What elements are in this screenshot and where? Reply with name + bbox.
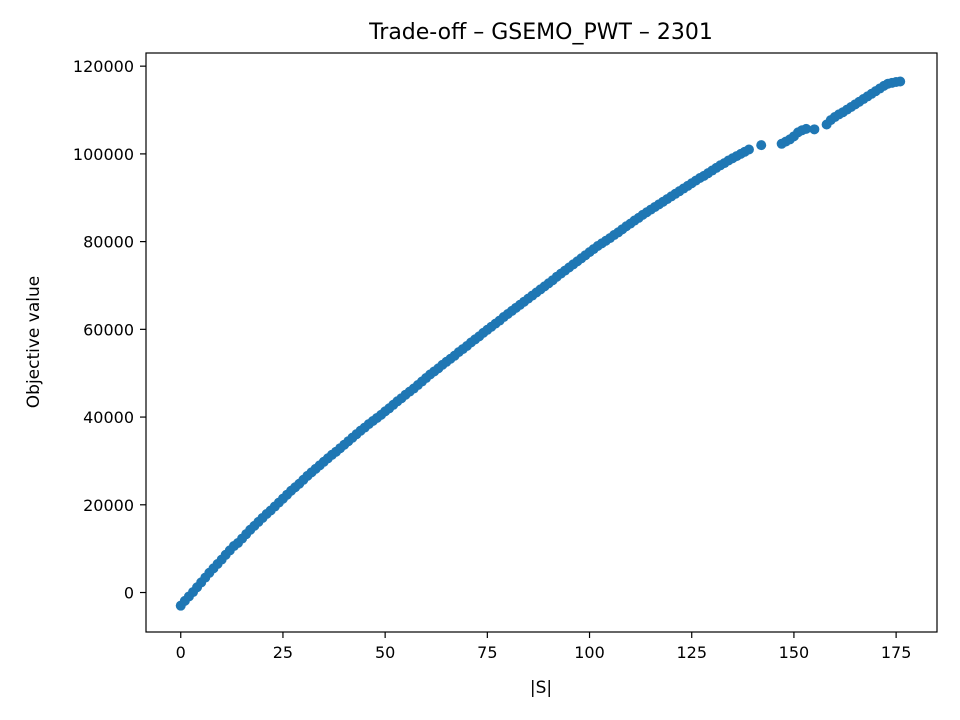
data-point (756, 140, 767, 151)
x-tick-label: 75 (477, 643, 497, 662)
y-tick-label: 80000 (83, 233, 134, 252)
x-tick-label: 100 (574, 643, 605, 662)
y-tick-label: 60000 (83, 320, 134, 339)
data-point (809, 124, 820, 135)
y-tick-label: 100000 (73, 145, 134, 164)
y-axis-label: Objective value (24, 276, 44, 408)
x-tick-label: 125 (676, 643, 707, 662)
data-point (743, 144, 754, 155)
x-axis-label: |S| (530, 678, 552, 698)
plot-frame (145, 52, 938, 633)
y-tick-label: 20000 (83, 496, 134, 515)
y-tick-label: 0 (124, 584, 134, 603)
data-point (895, 76, 906, 87)
axis-ticks: 0 25 50 75 100 125 150 175 0 20000 40000 60000 80000… (73, 57, 911, 662)
x-tick-label: 0 (176, 643, 186, 662)
y-tick-label: 40000 (83, 408, 134, 427)
data-point (801, 123, 812, 134)
chart-title: Trade-off – GSEMO_PWT – 2301 (368, 20, 713, 45)
y-tick-label: 120000 (73, 57, 134, 76)
x-tick-label: 25 (273, 643, 293, 662)
x-tick-label: 150 (779, 643, 810, 662)
x-tick-label: 175 (881, 643, 912, 662)
x-tick-label: 50 (375, 643, 395, 662)
data-points (175, 76, 906, 611)
